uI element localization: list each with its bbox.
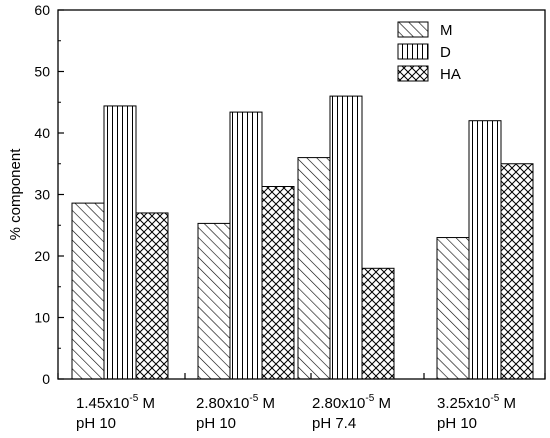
- bar-ha-1: [135, 212, 169, 380]
- y-tick-label: 50: [34, 64, 50, 80]
- y-axis-title: % component: [7, 148, 24, 241]
- legend-label-ha: HA: [440, 66, 461, 83]
- bar-ha-3: [361, 267, 395, 380]
- bar-m-2: [197, 222, 231, 380]
- x-category-label-line1: 2.80x10-5 M: [196, 393, 275, 412]
- x-category-label-line1: 3.25x10-5 M: [437, 393, 516, 412]
- bar-d-2: [229, 111, 263, 380]
- bar-m-3: [297, 157, 331, 380]
- legend-label-d: D: [440, 44, 451, 61]
- x-category-label-line2: pH 10: [437, 415, 477, 432]
- legend-swatch-m: [397, 21, 429, 38]
- x-category-label-line2: pH 10: [196, 415, 236, 432]
- x-category-label-line1: 1.45x10-5 M: [76, 393, 155, 412]
- y-tick-label: 20: [34, 248, 50, 264]
- bars-layer: [71, 95, 534, 380]
- bar-m-1: [71, 202, 105, 380]
- y-tick-label: 30: [34, 187, 50, 203]
- bar-d-4: [468, 120, 502, 380]
- x-category-label-line2: pH 10: [76, 415, 116, 432]
- x-category-label-line2: pH 7.4: [312, 415, 356, 432]
- y-tick-label: 60: [34, 2, 50, 18]
- legend: MD HA: [397, 21, 461, 83]
- x-category-label-line1: 2.80x10-5 M: [312, 393, 391, 412]
- bar-m-4: [436, 237, 470, 380]
- bar-d-3: [329, 95, 363, 380]
- bar-ha-4: [500, 163, 534, 380]
- legend-swatch-ha: [397, 65, 429, 82]
- bar-ha-2: [261, 186, 295, 380]
- axes-layer: 0 10 20 30 40 50 60 1.45x10-5 M pH 10 2.80x10-5 M…: [34, 2, 546, 432]
- legend-label-m: M: [440, 22, 453, 39]
- y-tick-label: 0: [42, 371, 50, 387]
- y-tick-label: 40: [34, 125, 50, 141]
- legend-swatch-d: [397, 43, 429, 60]
- y-tick-label: 10: [34, 310, 50, 326]
- bar-d-1: [103, 105, 137, 380]
